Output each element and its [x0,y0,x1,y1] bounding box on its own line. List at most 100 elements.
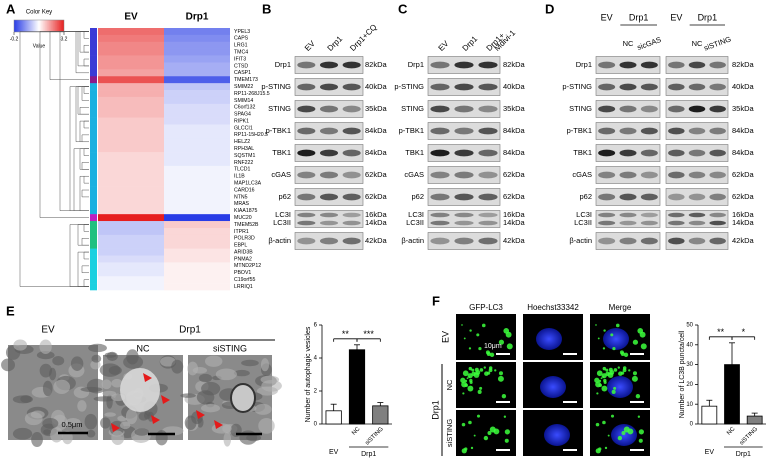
em-texture [111,378,123,388]
blot [427,166,501,184]
row-label: LC3I [275,210,291,219]
kda-label: 84kDa [365,126,388,135]
blot [427,122,501,140]
gene-label: POLR3D [234,236,255,242]
band [598,193,616,201]
heat-cell [98,62,164,70]
row-label: LC3I [408,210,424,219]
band [430,127,450,135]
heat-cell [98,172,164,180]
row-label: Drp1 [408,60,424,69]
em-texture [65,418,81,427]
puncta [638,429,644,435]
row-label: STING [268,104,291,113]
arrowhead [161,395,170,404]
puncta [461,381,468,388]
puncta [469,329,472,332]
heat-cell [164,193,230,201]
y-tick-label: 0 [314,422,318,428]
gene-label: SMIM14 [234,98,253,104]
puncta [632,371,638,376]
band [668,171,685,179]
side-bar [90,48,97,56]
key-tick-label: -0.2 [10,36,19,42]
side-bar [90,186,97,194]
heat-cell [164,234,230,243]
heat-cell [164,103,230,112]
significance: *** [363,329,374,339]
band [454,105,474,113]
significance: ** [342,329,350,339]
gene-label: TMEM173 [234,77,258,83]
kda-label: 62kDa [732,192,755,201]
heat-cell [98,138,164,146]
heat-cell [98,248,164,256]
gene-label: CTSD [234,63,248,69]
gene-label: RP11-268J15.5 [234,91,270,97]
side-bar [90,55,97,63]
heat-cell [164,62,230,70]
band [619,212,637,218]
gene-label: CASP1 [234,70,251,76]
band [430,171,450,179]
side-bar [90,179,97,187]
side-bar [90,124,97,132]
puncta [461,324,463,326]
puncta [602,420,606,425]
puncta [475,370,481,376]
band [430,105,450,113]
puncta [481,323,486,328]
row-label: LC3I [576,210,592,219]
lane-header: Drp1+CQ [348,22,378,52]
heat-cell [164,117,230,125]
lane-header: Drp1 [326,34,345,53]
column-header: GFP-LC3 [469,303,503,312]
gene-label: C6orf132 [234,105,255,111]
puncta [595,448,601,454]
em-texture [91,354,102,363]
row-label: β-actin [569,236,592,245]
side-bar [90,34,97,43]
band [430,193,450,201]
heat-cell [98,207,164,215]
row-label: siSTING [445,419,454,448]
heat-cell [164,90,230,98]
heat-cell [164,96,230,105]
puncta [613,368,618,372]
gene-label: C19orf55 [234,277,255,283]
em-texture [223,432,232,447]
gene-label: SMIM22 [234,84,253,90]
puncta [476,414,481,418]
sub-label: sicGAS [636,35,663,52]
gene-label: RPH3AL [234,146,254,152]
em-texture [12,427,33,440]
heat-cell [98,193,164,201]
band [598,105,616,113]
em-texture [180,393,196,398]
side-bar [90,145,97,153]
vacuole [120,368,160,412]
y-tick-label: 30 [686,362,693,368]
puncta [602,366,607,371]
panel-letter: F [432,293,440,308]
puncta [604,446,608,450]
kda-label: 16kDa [365,210,388,219]
row-label: EV [440,331,450,343]
puncta [607,434,610,437]
em-texture [108,365,122,375]
panel-letter: C [398,1,408,16]
em-texture [86,429,96,438]
sub-label: siSTING [213,343,247,353]
kda-label: 84kDa [503,126,526,135]
group-label: Drp1 [629,12,649,22]
side-bar [90,62,97,70]
em-texture [200,404,221,413]
kda-label: 42kDa [732,236,755,245]
heat-cell [164,214,230,222]
x-tick-label: NC [726,426,737,437]
em-texture [171,359,184,374]
em-texture [155,430,168,446]
band [598,212,616,218]
band [478,127,498,135]
puncta [479,386,483,390]
